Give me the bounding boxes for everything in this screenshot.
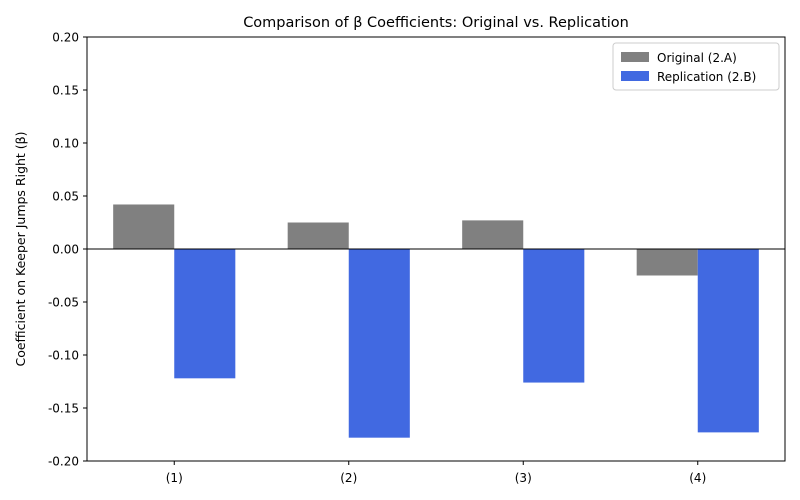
legend-label: Original (2.A) [657,51,737,65]
y-tick-label: 0.10 [52,137,79,151]
x-axis-ticks: (1) (2) (3) (4) [166,461,706,485]
x-tick-label: (1) [166,471,183,485]
bar-replication-3 [523,249,585,383]
bar-original-3 [462,220,524,249]
bar-original-4 [636,249,698,276]
y-axis-ticks: -0.20 -0.15 -0.10 -0.05 0.00 0.05 0.10 0.15 0.20 [48,31,87,469]
x-tick-label: (3) [515,471,532,485]
legend-swatch [621,71,649,81]
x-tick-label: (2) [340,471,357,485]
legend-box [612,42,780,91]
bars-group [113,204,759,438]
y-tick-label: 0.20 [52,31,79,45]
x-tick-label: (4) [689,471,706,485]
y-tick-label: -0.15 [48,402,79,416]
y-tick-label: 0.00 [52,243,79,257]
y-tick-label: 0.05 [52,190,79,204]
y-tick-label: -0.05 [48,296,79,310]
y-axis-label: Coefficient on Keeper Jumps Right (β) [13,131,28,366]
bar-replication-4 [697,249,759,433]
bar-replication-1 [174,249,236,379]
bar-original-2 [287,222,349,249]
y-tick-label: 0.15 [52,84,79,98]
legend: Original (2.A) Replication (2.B) [612,42,780,91]
plot-frame [86,36,786,462]
legend-label: Replication (2.B) [657,70,756,84]
y-tick-label: -0.10 [48,349,79,363]
bar-original-1 [113,204,175,249]
bar-replication-2 [348,249,410,438]
chart-title: Comparison of β Coefficients: Original v… [243,15,629,31]
legend-swatch [621,52,649,62]
y-tick-label: -0.20 [48,455,79,469]
